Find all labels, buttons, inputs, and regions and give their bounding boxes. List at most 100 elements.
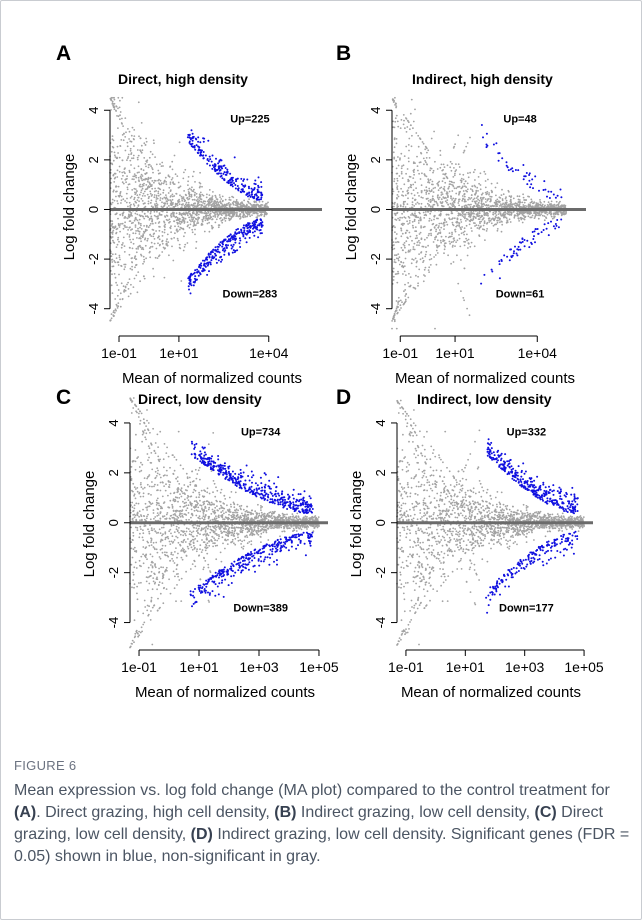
significant-gene-point: [251, 193, 253, 196]
gene-point: [522, 204, 525, 206]
gene-point: [113, 309, 115, 312]
significant-gene-point: [552, 193, 555, 196]
gene-point: [429, 198, 432, 201]
gene-point: [461, 205, 463, 208]
gene-point: [126, 145, 129, 148]
gene-point: [418, 137, 421, 140]
gene-point: [138, 180, 141, 183]
gene-point: [121, 171, 124, 174]
gene-point: [441, 204, 443, 207]
gene-point: [513, 203, 516, 205]
gene-point: [232, 202, 235, 205]
gene-point: [416, 244, 418, 247]
gene-point: [443, 225, 445, 227]
gene-point: [130, 283, 132, 286]
gene-point: [183, 171, 185, 174]
gene-point: [187, 224, 190, 227]
gene-point: [405, 240, 408, 243]
gene-point: [159, 193, 162, 196]
gene-point: [479, 188, 482, 191]
gene-point: [162, 191, 165, 194]
gene-point: [111, 201, 114, 204]
gene-point: [113, 151, 116, 154]
gene-point: [157, 446, 160, 448]
gene-point: [418, 239, 420, 242]
gene-point: [546, 213, 549, 216]
gene-point: [504, 205, 507, 207]
gene-point: [410, 145, 413, 148]
significant-gene-point: [187, 277, 190, 280]
gene-point: [117, 107, 119, 110]
gene-point: [465, 145, 468, 148]
gene-point: [142, 202, 145, 205]
significant-gene-point: [215, 169, 218, 172]
gene-point: [157, 192, 160, 195]
significant-gene-point: [257, 190, 260, 193]
gene-point: [145, 172, 148, 174]
significant-gene-point: [521, 237, 524, 240]
gene-point: [451, 162, 453, 165]
gene-point: [435, 244, 438, 247]
gene-point: [452, 176, 455, 178]
gene-point: [458, 237, 461, 240]
significant-gene-point: [500, 260, 503, 262]
significant-gene-point: [227, 252, 230, 255]
significant-gene-point: [224, 167, 227, 169]
gene-point: [157, 194, 160, 197]
gene-point: [487, 214, 489, 217]
gene-point: [236, 211, 238, 214]
gene-point: [133, 198, 136, 201]
gene-point: [174, 205, 177, 208]
gene-point: [150, 539, 153, 542]
y-tick-label: -4: [86, 303, 101, 315]
gene-point: [423, 173, 426, 175]
significant-gene-point: [194, 137, 197, 140]
gene-point: [442, 196, 445, 199]
x-axis-label: Mean of normalized counts: [395, 370, 575, 387]
gene-point: [155, 190, 158, 192]
gene-point: [478, 199, 481, 202]
gene-point: [193, 221, 195, 224]
gene-point: [209, 197, 212, 200]
gene-point: [458, 192, 461, 195]
gene-point: [404, 298, 407, 301]
gene-point: [156, 206, 159, 209]
gene-point: [428, 217, 431, 220]
gene-point: [195, 477, 198, 480]
gene-point: [181, 206, 183, 209]
significant-gene-point: [257, 236, 260, 239]
gene-point: [524, 215, 527, 218]
gene-point: [141, 179, 144, 182]
gene-point: [113, 311, 116, 314]
gene-point: [228, 202, 230, 204]
gene-point: [163, 220, 165, 223]
gene-point: [396, 179, 399, 182]
gene-point: [144, 163, 147, 165]
gene-point: [181, 558, 184, 561]
gene-point: [478, 182, 480, 185]
gene-point: [157, 217, 160, 220]
significant-gene-point: [190, 137, 193, 140]
gene-point: [486, 228, 488, 230]
gene-point: [217, 203, 220, 206]
gene-point: [119, 99, 121, 102]
gene-point: [417, 169, 419, 172]
gene-point: [183, 246, 186, 248]
gene-point: [114, 308, 117, 311]
gene-point: [161, 231, 164, 233]
gene-point: [195, 214, 198, 217]
gene-point: [428, 232, 430, 235]
gene-point: [150, 235, 153, 238]
gene-point: [394, 96, 396, 99]
gene-point: [200, 198, 203, 201]
gene-point: [466, 239, 468, 242]
significant-gene-point: [257, 186, 260, 189]
gene-point: [140, 173, 143, 176]
gene-point: [135, 274, 138, 277]
gene-point: [190, 188, 193, 191]
gene-point: [402, 261, 405, 264]
gene-point: [502, 202, 504, 205]
gene-point: [247, 200, 250, 203]
gene-point: [135, 230, 138, 232]
gene-point: [426, 151, 428, 154]
